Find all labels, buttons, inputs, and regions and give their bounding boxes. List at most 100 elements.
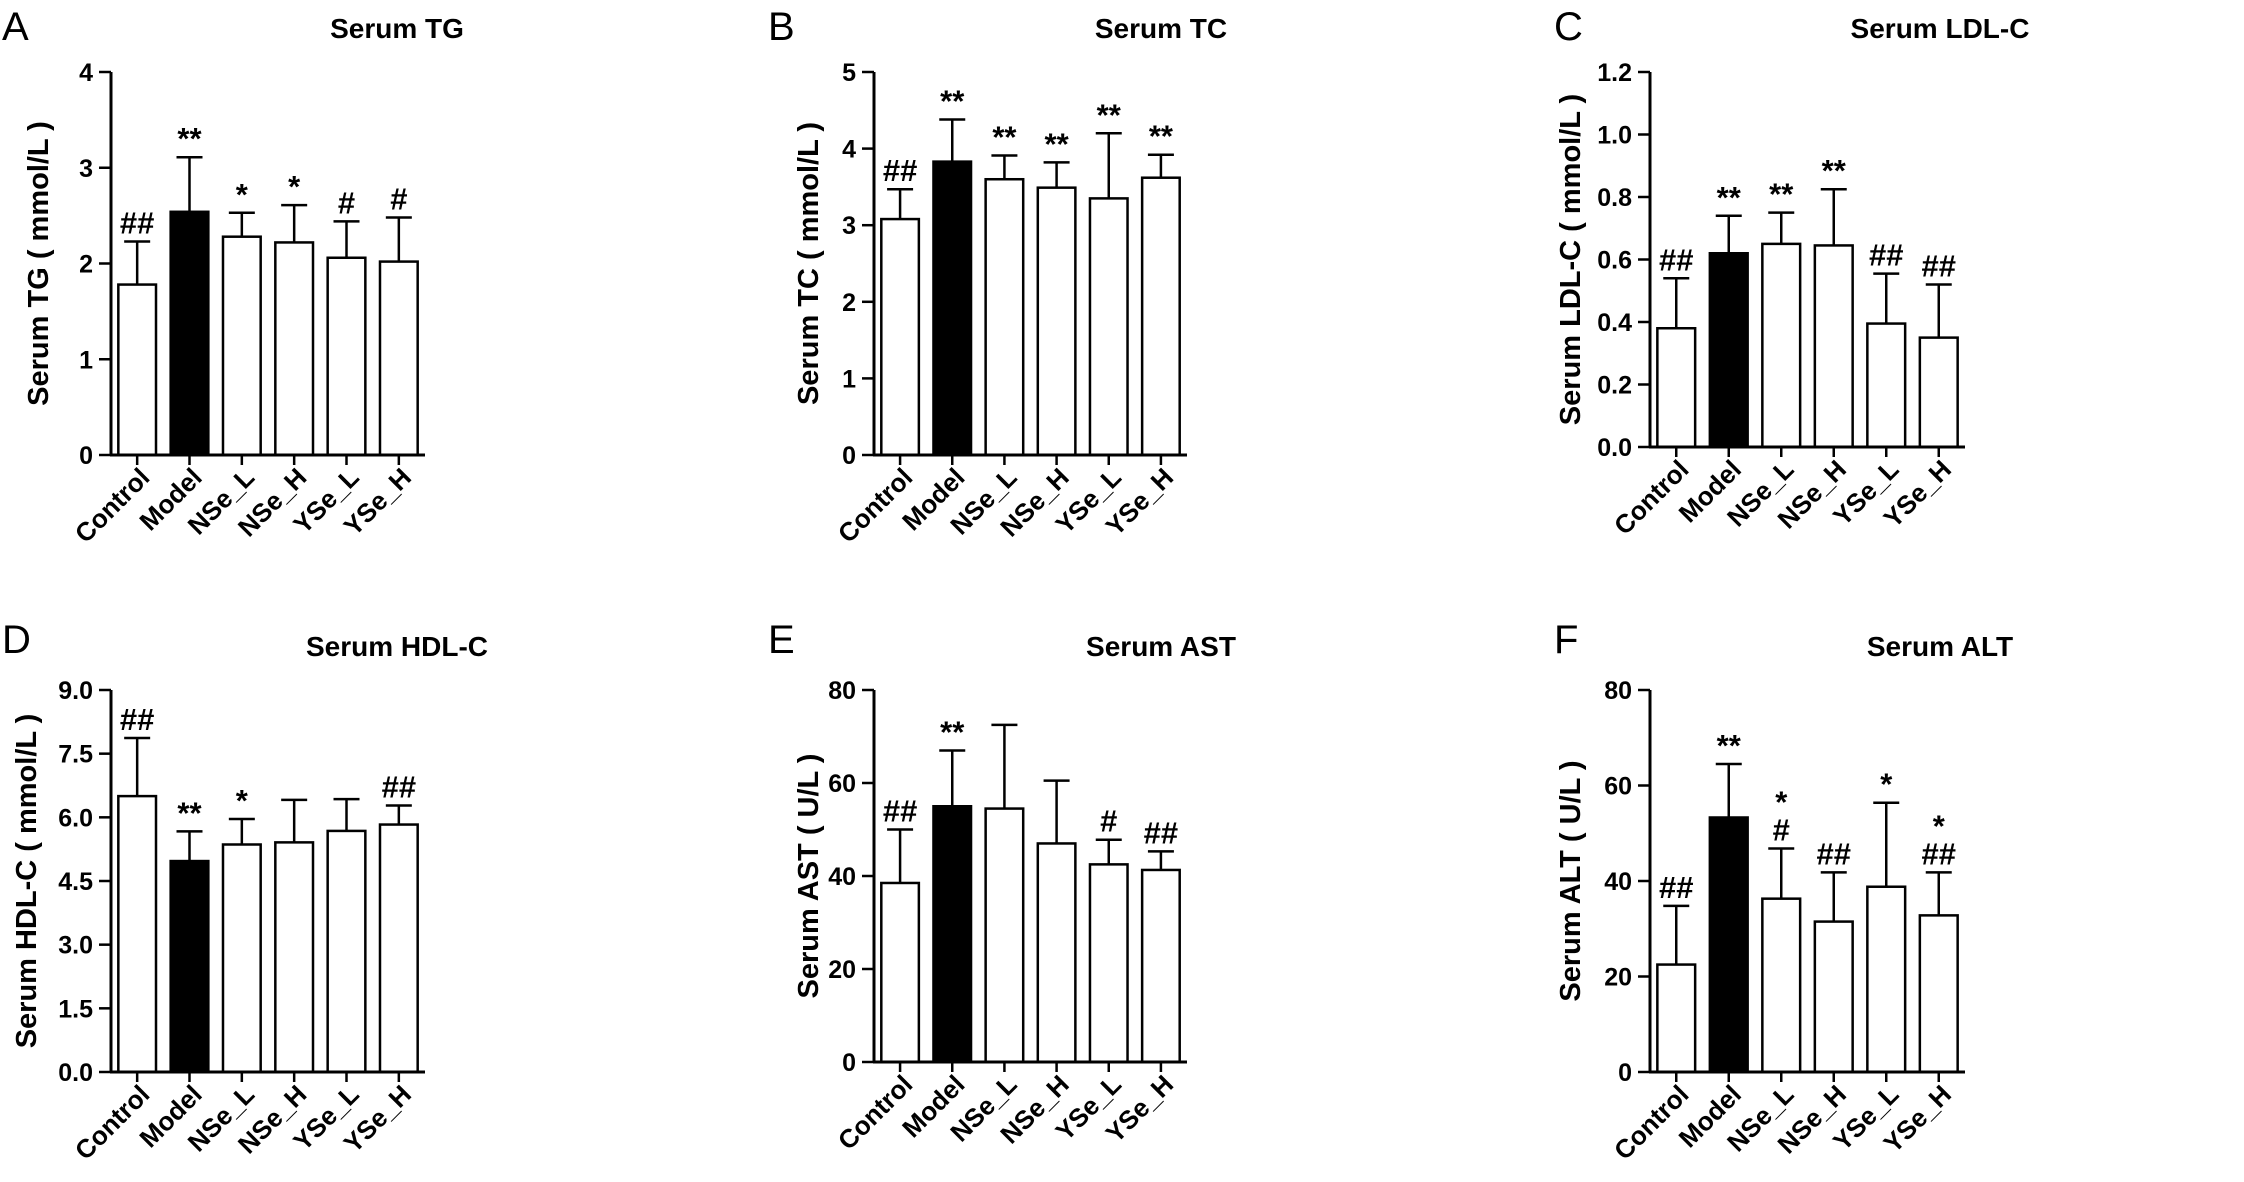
bar-NSe_H [274,241,315,457]
error-bar-Control [1663,904,1690,965]
y-tick-label: 7.5 [58,741,93,769]
error-bar-YSe_L [333,797,360,831]
y-tick-label: 0.6 [1597,247,1632,275]
significance-mark: ## [382,769,416,804]
bar-YSe_H [1918,914,1959,1074]
y-tick-label: 3 [79,155,93,183]
bar-YSe_H [378,823,419,1074]
y-tick-label: 0 [842,1049,856,1077]
error-bar-NSe_H [281,798,308,843]
bar-Model [932,160,973,457]
y-tick-label: 5 [842,59,856,87]
panel-label: A [2,5,29,49]
significance-mark: * [236,783,249,818]
bar-NSe_L [984,177,1025,457]
y-tick-label: 20 [1604,964,1632,992]
y-tick-label: 60 [1604,773,1632,801]
chart-title: Serum HDL-C [306,631,488,662]
y-tick-label: 2 [79,251,93,279]
y-tick-label: 1.2 [1597,59,1632,87]
bar-YSe_L [326,829,367,1074]
error-bar-YSe_H [1147,850,1174,870]
chart-title: Serum AST [1086,631,1236,662]
y-tick-label: 3.0 [58,932,93,960]
bar-YSe_H [378,260,419,457]
error-bar-YSe_L [1095,132,1122,199]
error-bar-YSe_L [333,220,360,258]
bar-YSe_H [1140,868,1181,1064]
bar-Model [169,859,210,1074]
y-tick-label: 3 [842,212,856,240]
significance-mark: ## [883,153,917,188]
bar-NSe_H [274,841,315,1074]
bar-YSe_L [326,256,367,457]
significance-mark: ** [1149,119,1174,154]
bar-Control [880,217,921,457]
error-bar-NSe_L [228,817,255,845]
y-axis-label: Serum AST ( U/L ) [793,754,825,999]
chart-title: Serum TG [330,13,464,44]
y-tick-label: 1.5 [58,995,93,1023]
error-bar-YSe_L [1095,838,1122,865]
y-tick-label: 1 [842,365,856,393]
bar-Control [880,881,921,1064]
y-tick-label: 0 [1618,1059,1632,1087]
y-tick-label: 4 [79,59,93,87]
significance-mark: ## [883,794,917,829]
error-bar-YSe_H [385,804,412,825]
bar-Model [169,210,210,457]
significance-mark: ## [1869,238,1903,273]
bar-Control [1656,963,1697,1074]
bar-YSe_L [1866,885,1907,1074]
y-tick-label: 80 [828,677,856,705]
y-tick-label: 40 [828,863,856,891]
bar-NSe_H [1813,244,1854,449]
significance-mark: ** [940,714,965,749]
error-bar-Model [1715,214,1742,254]
y-tick-label: 4.5 [58,868,93,896]
y-tick-label: 40 [1604,868,1632,896]
y-tick-label: 80 [1604,677,1632,705]
error-bar-Model [939,118,966,162]
significance-mark: * [1775,785,1788,820]
y-tick-label: 1 [79,346,93,374]
bar-Model [1708,252,1749,449]
error-bar-NSe_L [991,723,1018,809]
error-bar-Control [124,736,151,797]
significance-mark: # [390,182,407,217]
chart-title: Serum ALT [1867,631,2013,662]
error-bar-NSe_H [1820,187,1847,246]
bar-NSe_H [1036,186,1077,457]
significance-mark: ## [1817,836,1851,871]
error-bar-Model [1715,762,1742,818]
error-bar-YSe_H [1925,283,1952,338]
y-tick-label: 0.8 [1597,184,1632,212]
bar-NSe_L [1761,897,1802,1074]
bar-YSe_L [1088,863,1129,1064]
significance-mark: * [1933,808,1946,843]
y-axis-label: Serum ALT ( U/L ) [1555,760,1587,1001]
significance-mark: ** [1717,728,1742,763]
error-bar-YSe_L [1873,801,1900,887]
error-bar-Model [939,749,966,807]
error-bar-NSe_L [228,211,255,237]
panel-label: E [768,618,795,662]
y-axis-label: Serum HDL-C ( mmol/L ) [11,714,43,1049]
significance-mark: ## [1659,242,1693,277]
y-tick-label: 1.0 [1597,122,1632,150]
significance-mark: # [338,185,355,220]
chart-title: Serum LDL-C [1851,13,2030,44]
bar-Control [117,283,158,457]
y-tick-label: 4 [842,136,856,164]
panel-label: B [768,5,795,49]
significance-mark: ** [177,795,202,830]
error-bar-Control [887,828,914,883]
bar-YSe_H [1140,176,1181,457]
error-bar-Control [887,187,914,220]
